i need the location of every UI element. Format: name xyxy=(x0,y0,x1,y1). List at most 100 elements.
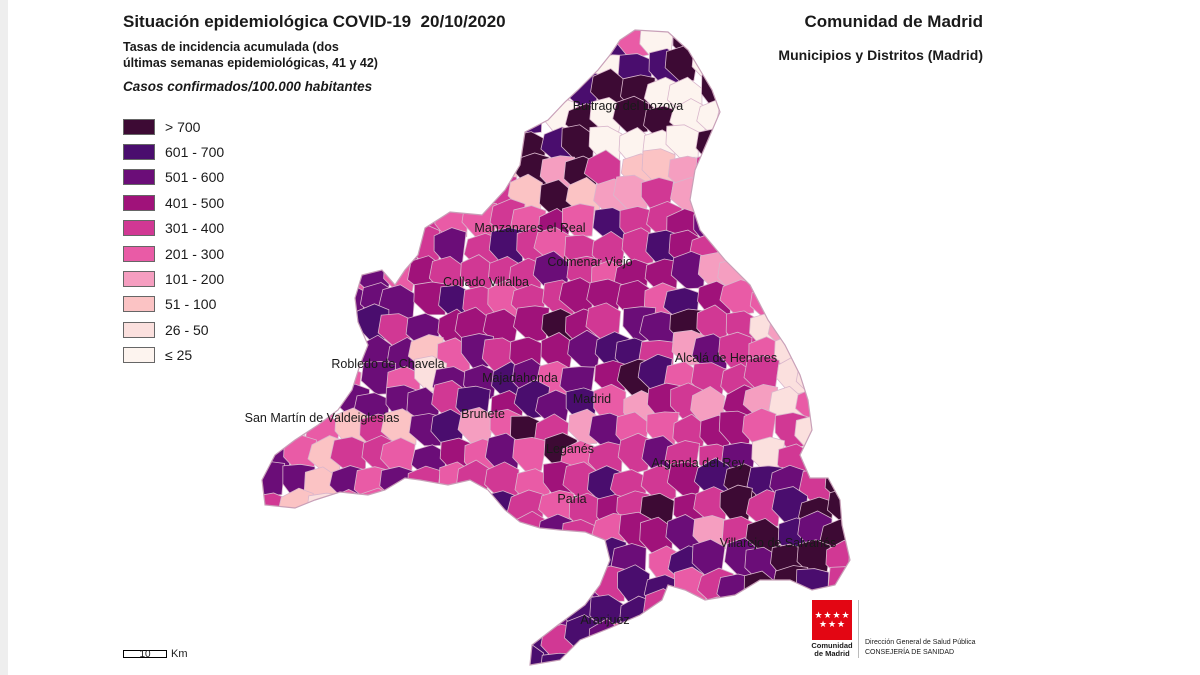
municipality-cell xyxy=(746,202,780,241)
municipality-cell xyxy=(506,94,543,135)
municipality-cell xyxy=(745,489,782,528)
municipality-cell xyxy=(359,203,396,242)
municipality-cell xyxy=(800,123,837,161)
municipality-cell xyxy=(436,131,473,167)
place-label: Leganés xyxy=(546,442,594,456)
municipality-cell xyxy=(793,233,831,269)
municipality-cell xyxy=(412,597,448,632)
municipality-cell xyxy=(485,126,521,169)
municipality-cell xyxy=(856,437,889,469)
municipality-cell xyxy=(279,626,316,665)
municipality-cell xyxy=(262,45,291,81)
legend-item: ≤ 25 xyxy=(123,343,224,368)
municipality-cell xyxy=(539,652,575,665)
municipality-cell xyxy=(352,513,387,549)
municipality-cell xyxy=(741,231,778,265)
municipality-cell xyxy=(853,102,889,137)
municipality-cell xyxy=(306,98,341,135)
municipality-cell xyxy=(307,45,344,81)
municipality-cell xyxy=(404,618,442,654)
municipality-cell xyxy=(487,74,524,114)
municipality-cell xyxy=(827,97,850,136)
legend-swatch xyxy=(123,245,155,262)
municipality-cell xyxy=(307,645,342,665)
municipality-cell xyxy=(772,180,808,221)
municipality-cell xyxy=(820,202,850,240)
municipality-cell xyxy=(853,126,888,167)
municipality-cell xyxy=(514,73,550,113)
municipality-cell xyxy=(360,487,394,526)
municipality-cell xyxy=(773,648,809,665)
municipality-cell xyxy=(849,488,850,524)
municipality-cell xyxy=(383,50,420,86)
legend-swatch xyxy=(123,271,155,288)
legend-item: 501 - 600 xyxy=(123,165,224,190)
municipality-cell xyxy=(696,596,733,631)
municipality-cell xyxy=(301,624,339,659)
municipality-cell xyxy=(823,386,850,425)
municipality-cell xyxy=(262,566,289,605)
municipality-cell xyxy=(329,173,363,210)
municipality-cell xyxy=(507,568,544,605)
municipality-cell xyxy=(262,282,292,321)
municipality-cell xyxy=(846,388,850,430)
municipality-cell xyxy=(435,145,472,187)
left-gutter xyxy=(0,0,8,675)
municipality-cell xyxy=(262,545,286,583)
place-label: Manzanares el Real xyxy=(474,221,585,235)
municipality-cell xyxy=(748,589,786,626)
municipality-cell xyxy=(331,101,368,141)
municipality-cell xyxy=(745,30,781,63)
municipality-cell xyxy=(466,70,500,109)
logo-divider xyxy=(858,600,859,658)
place-label: Collado Villalba xyxy=(443,275,529,289)
municipality-cell xyxy=(262,208,292,244)
municipality-cell xyxy=(777,48,811,90)
municipality-cell xyxy=(461,591,498,633)
place-label: Alcalá de Henares xyxy=(675,351,777,365)
municipality-cell xyxy=(333,230,370,265)
municipality-cell xyxy=(281,282,317,319)
place-label: Brunete xyxy=(461,407,505,421)
legend-item: 101 - 200 xyxy=(123,266,224,291)
municipality-cell xyxy=(458,101,494,141)
municipality-cell xyxy=(827,566,850,601)
municipality-cell xyxy=(384,202,421,239)
municipality-cell xyxy=(588,125,623,163)
legend-item: 301 - 400 xyxy=(123,216,224,241)
municipality-cell xyxy=(771,106,808,144)
legend-item: 51 - 100 xyxy=(123,292,224,317)
municipality-cell xyxy=(331,589,368,626)
legend-item: 26 - 50 xyxy=(123,317,224,342)
municipality-cell xyxy=(561,203,595,237)
municipality-cell xyxy=(801,305,836,344)
municipality-cell xyxy=(276,47,311,87)
municipality-cell xyxy=(774,201,811,243)
municipality-cell xyxy=(721,47,756,86)
municipality-cell xyxy=(434,490,471,528)
municipality-cell xyxy=(456,538,492,579)
municipality-cell xyxy=(819,128,850,168)
municipality-cell xyxy=(431,103,465,143)
municipality-cell xyxy=(666,593,701,628)
municipality-cell xyxy=(262,30,288,59)
municipality-cell xyxy=(826,30,850,59)
legend-item: 601 - 700 xyxy=(123,139,224,164)
municipality-cell xyxy=(748,618,784,656)
municipality-cell xyxy=(828,260,850,294)
municipality-cell xyxy=(324,202,362,240)
municipality-cell xyxy=(280,334,314,373)
municipality-cell xyxy=(695,127,732,167)
legend-label: 101 - 200 xyxy=(165,271,225,288)
legend-swatch xyxy=(123,118,155,135)
municipality-cell xyxy=(262,461,286,496)
municipality-cell xyxy=(435,643,471,665)
municipality-cell xyxy=(854,279,888,321)
place-label: Villarejo de Salvanés xyxy=(720,536,837,550)
municipality-cell xyxy=(714,30,752,64)
municipality-cell xyxy=(376,642,413,665)
municipality-cell xyxy=(826,487,850,524)
municipality-cell xyxy=(773,259,808,297)
legend-item: > 700 xyxy=(123,114,224,139)
municipality-cell xyxy=(848,44,850,84)
